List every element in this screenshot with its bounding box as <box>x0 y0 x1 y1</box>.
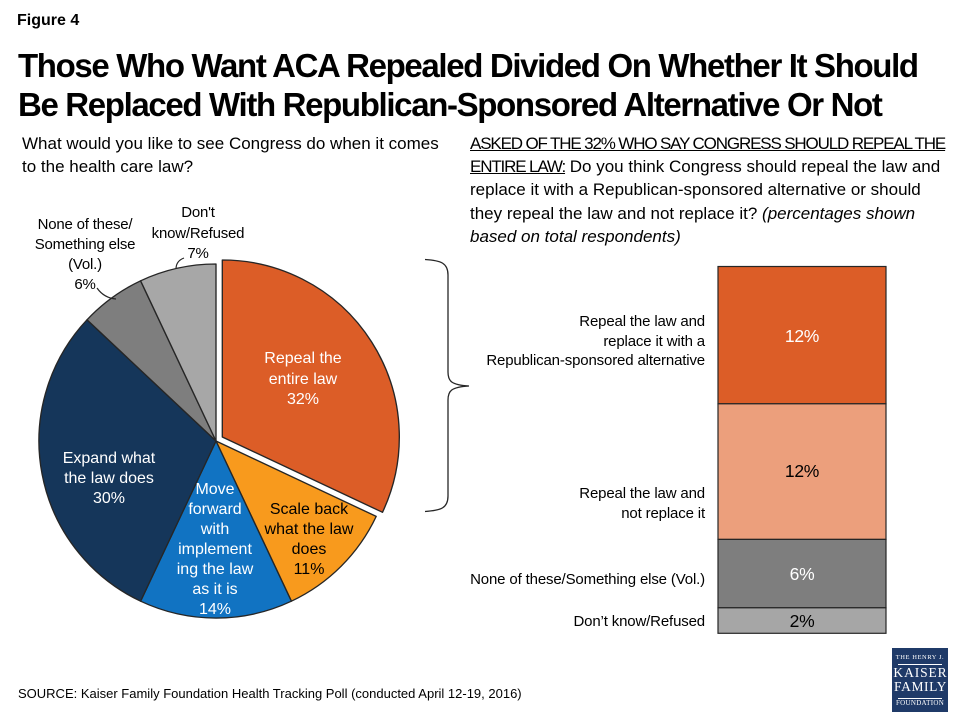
svg-text:the law does: the law does <box>64 470 154 487</box>
svg-text:14%: 14% <box>199 601 231 618</box>
svg-text:Expand what: Expand what <box>63 450 156 467</box>
svg-text:6%: 6% <box>74 276 95 293</box>
svg-text:Repeal the law and: Repeal the law and <box>579 485 705 502</box>
svg-text:(Vol.): (Vol.) <box>68 256 102 273</box>
svg-text:not replace it: not replace it <box>621 505 706 522</box>
svg-text:Republican-sponsored alternati: Republican-sponsored alternative <box>486 352 705 369</box>
svg-text:7%: 7% <box>187 245 208 262</box>
svg-text:with: with <box>200 521 229 538</box>
svg-text:forward: forward <box>188 501 241 518</box>
svg-text:what the law: what the law <box>264 521 354 538</box>
svg-text:ing the law: ing the law <box>177 561 254 578</box>
svg-text:Move: Move <box>195 481 234 498</box>
svg-text:32%: 32% <box>287 391 319 408</box>
svg-text:implement: implement <box>178 541 252 558</box>
svg-text:know/Refused: know/Refused <box>152 225 245 242</box>
svg-text:11%: 11% <box>294 561 325 578</box>
svg-text:None of these/Something else (: None of these/Something else (Vol.) <box>470 571 705 588</box>
svg-text:Don’t know/Refused: Don’t know/Refused <box>573 613 705 630</box>
svg-text:12%: 12% <box>785 461 819 481</box>
svg-text:does: does <box>292 541 327 558</box>
svg-text:Scale back: Scale back <box>270 501 349 518</box>
svg-text:entire law: entire law <box>269 371 338 388</box>
svg-text:2%: 2% <box>790 611 815 631</box>
svg-text:12%: 12% <box>785 326 819 346</box>
svg-text:Don't: Don't <box>181 204 216 221</box>
svg-text:replace it with a: replace it with a <box>603 333 705 350</box>
svg-text:6%: 6% <box>790 564 815 584</box>
svg-text:Something else: Something else <box>35 236 136 253</box>
svg-text:Repeal the law and: Repeal the law and <box>579 313 705 330</box>
svg-text:30%: 30% <box>93 490 125 507</box>
svg-text:as it is: as it is <box>192 581 237 598</box>
svg-text:None of these/: None of these/ <box>38 216 134 233</box>
svg-text:Repeal the: Repeal the <box>264 350 341 367</box>
